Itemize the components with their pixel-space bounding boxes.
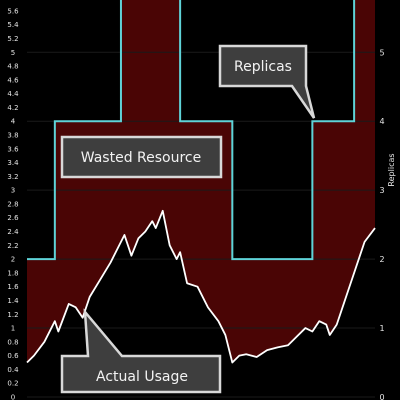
wasted-resource-callout-label: Wasted Resource xyxy=(81,150,201,166)
left-tick-label: 3 xyxy=(11,187,15,195)
right-axis-ticks: 0 1 2 3 4 5 xyxy=(379,48,384,400)
series-lines xyxy=(26,0,376,364)
right-tick-label: 3 xyxy=(379,186,384,195)
left-tick-label: 1.2 xyxy=(7,311,18,319)
wasted-resource-fill xyxy=(27,0,375,363)
left-tick-label: 4.6 xyxy=(7,76,19,84)
wasted-resource-callout: Wasted Resource xyxy=(60,135,223,179)
left-tick-label: 3.8 xyxy=(7,132,18,140)
left-tick-label: 4.2 xyxy=(7,104,18,112)
left-tick-label: 5.2 xyxy=(7,35,18,43)
left-tick-label: 5.6 xyxy=(7,7,19,15)
left-tick-label: 3.2 xyxy=(7,173,18,181)
right-tick-label: 1 xyxy=(379,324,384,333)
left-tick-label: 0.6 xyxy=(7,352,19,360)
left-tick-label: 1.4 xyxy=(7,297,19,305)
left-tick-label: 5 xyxy=(11,49,15,57)
left-tick-label: 4.8 xyxy=(7,63,18,71)
right-tick-label: 4 xyxy=(379,117,384,126)
left-tick-label: 4.4 xyxy=(7,90,19,98)
replicas-callout-label: Replicas xyxy=(234,59,292,75)
right-tick-label: 0 xyxy=(379,393,384,400)
actual-usage-callout: Actual Usage xyxy=(60,308,222,394)
left-tick-label: 4 xyxy=(11,118,16,126)
left-tick-label: 0.2 xyxy=(7,380,18,388)
actual-usage-line xyxy=(26,209,376,364)
left-tick-label: 2.8 xyxy=(7,200,18,208)
left-tick-label: 0 xyxy=(11,394,15,400)
left-axis-ticks: 0 0.2 0.4 0.6 0.8 1 1.2 1.4 1.6 1.8 2 2.2 2.4 2.6 2.8 3… xyxy=(7,7,19,400)
replicas-line xyxy=(27,0,356,261)
left-tick-label: 0.8 xyxy=(7,338,18,346)
left-tick-label: 2 xyxy=(11,256,15,264)
left-tick-label: 3.4 xyxy=(7,159,19,167)
left-tick-label: 1 xyxy=(11,325,15,333)
left-tick-label: 2.2 xyxy=(7,242,18,250)
left-tick-label: 5.4 xyxy=(7,21,19,29)
right-tick-label: 2 xyxy=(379,255,384,264)
wasted-resource-area xyxy=(27,0,375,363)
left-tick-label: 2.6 xyxy=(7,214,19,222)
left-tick-label: 2.4 xyxy=(7,228,19,236)
actual-usage-callout-label: Actual Usage xyxy=(96,369,188,385)
left-tick-label: 1.8 xyxy=(7,269,18,277)
left-tick-label: 3.6 xyxy=(7,145,19,153)
right-tick-label: 5 xyxy=(379,48,384,57)
replicas-callout: Replicas xyxy=(218,44,316,119)
left-tick-label: 0.4 xyxy=(7,366,19,374)
left-tick-label: 1.6 xyxy=(7,283,19,291)
right-axis-label: Replicas xyxy=(387,153,396,186)
